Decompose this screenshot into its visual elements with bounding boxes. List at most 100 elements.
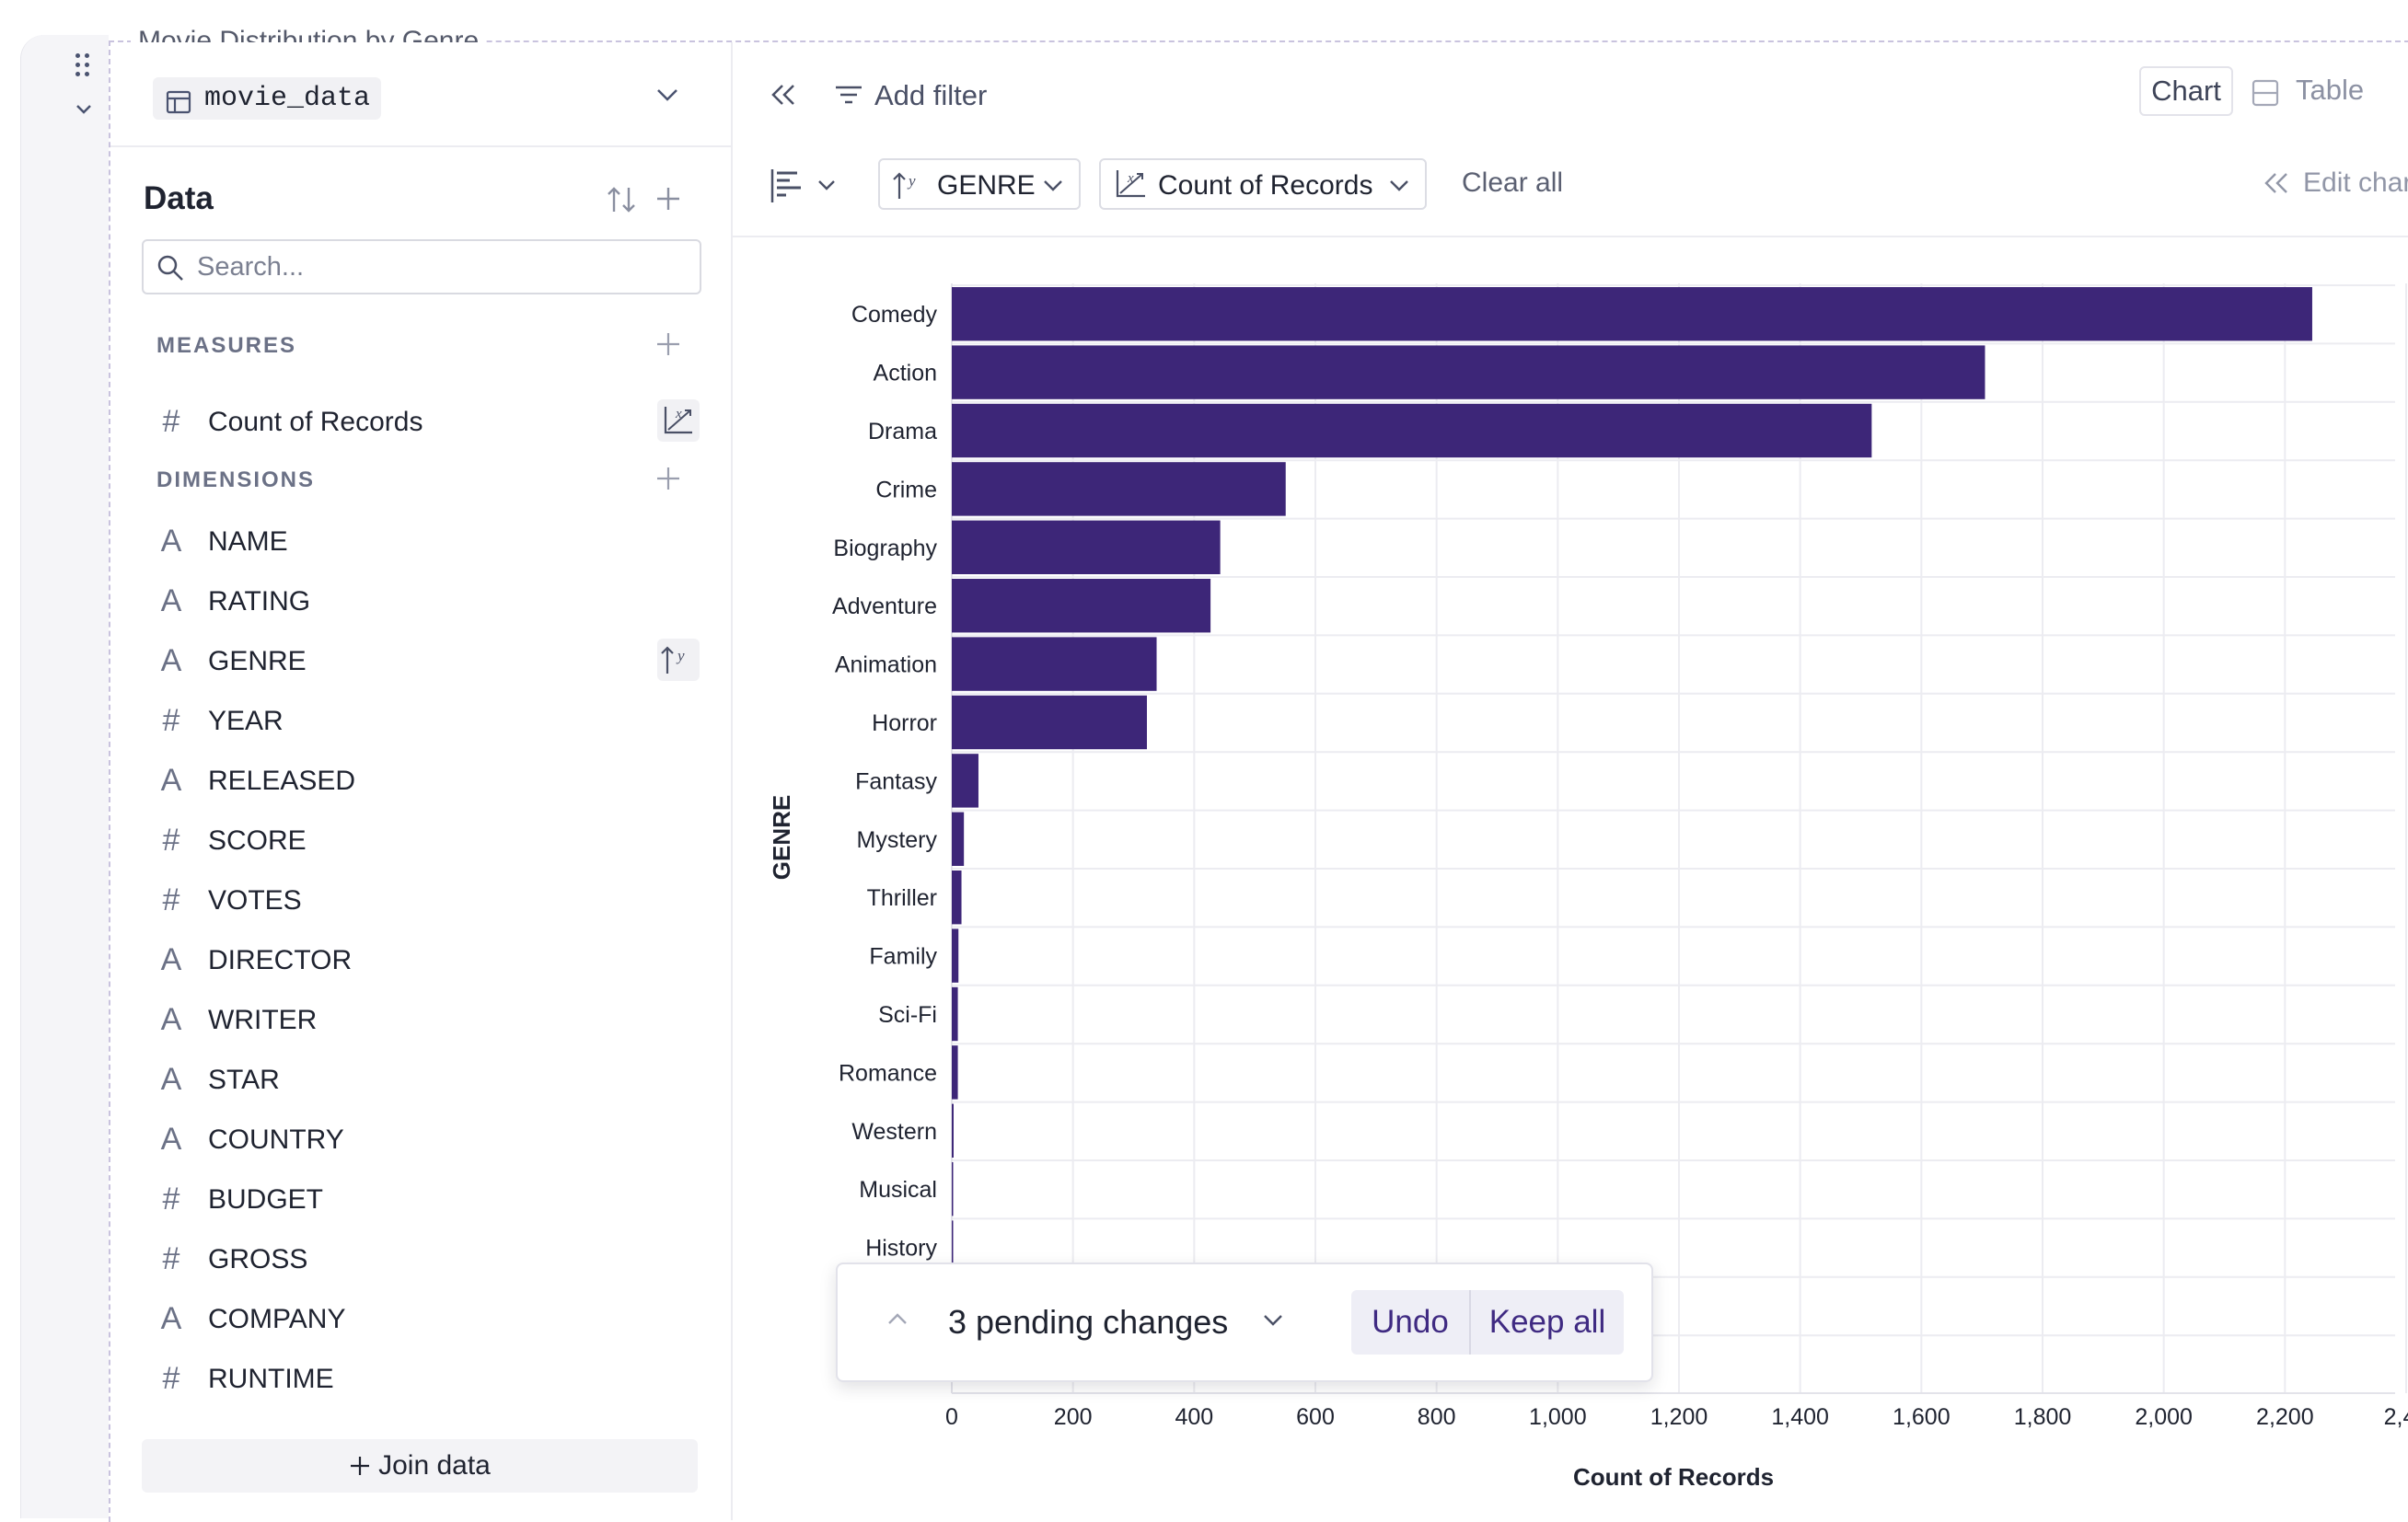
bar[interactable] <box>952 1103 954 1158</box>
category-label: Drama <box>868 419 937 444</box>
category-label: Mystery <box>857 827 938 853</box>
field-writer[interactable]: A WRITER <box>156 994 700 1047</box>
y-axis-pill-label: GENRE <box>937 170 1036 201</box>
field-label: RUNTIME <box>208 1364 334 1394</box>
bar[interactable] <box>952 1220 954 1274</box>
tab-chart[interactable]: Chart <box>2139 66 2233 116</box>
add-dimension-icon[interactable] <box>655 466 681 496</box>
chart-toolbar: Add filter Chart Table y GENRE x Count o… <box>733 42 2408 237</box>
x-tick-label: 0 <box>945 1404 958 1430</box>
x-axis-icon[interactable]: x <box>657 399 700 442</box>
join-data-button[interactable]: Join data <box>142 1439 698 1493</box>
bar[interactable] <box>952 695 1147 750</box>
category-label: Family <box>869 944 937 970</box>
x-axis-pill[interactable]: x Count of Records <box>1099 158 1427 210</box>
add-measure-icon[interactable] <box>655 331 681 362</box>
search-input[interactable] <box>195 248 677 285</box>
chevron-down-icon[interactable] <box>655 86 679 108</box>
sort-icon[interactable] <box>606 184 637 220</box>
field-votes[interactable]: # VOTES <box>156 874 700 928</box>
text-type-icon: A <box>160 1122 182 1157</box>
field-year[interactable]: # YEAR <box>156 695 700 748</box>
chevron-down-icon <box>1044 180 1062 191</box>
bar-chart[interactable]: Comedy Action Drama Crime Biography Adventure… <box>733 237 2408 1520</box>
edit-chart-label: Edit char <box>2303 167 2408 198</box>
field-count-of-records[interactable]: # Count of Records x <box>156 396 700 449</box>
x-tick-label: 1,000 <box>1529 1404 1587 1430</box>
undo-button[interactable]: Undo <box>1351 1290 1471 1355</box>
bar[interactable] <box>952 462 1286 516</box>
add-filter-button[interactable]: Add filter <box>834 79 987 112</box>
category-label: Horror <box>872 710 937 736</box>
bar[interactable] <box>952 1162 954 1216</box>
bar[interactable] <box>952 986 958 1042</box>
edit-chart-button[interactable]: Edit char <box>2263 167 2408 199</box>
tab-table[interactable]: Table <box>2242 66 2380 114</box>
field-label: NAME <box>208 526 288 557</box>
clear-all-button[interactable]: Clear all <box>1462 167 1564 198</box>
text-type-icon: A <box>160 1062 182 1097</box>
source-selector[interactable]: movie_data <box>110 42 731 147</box>
field-rating[interactable]: A RATING <box>156 575 700 628</box>
field-label: COUNTRY <box>208 1124 344 1155</box>
table-view-icon <box>2252 79 2279 107</box>
bar[interactable] <box>952 345 1985 399</box>
plus-icon <box>351 1457 370 1475</box>
text-type-icon: A <box>160 1301 182 1336</box>
add-filter-label: Add filter <box>874 79 988 111</box>
x-tick-label: 400 <box>1175 1404 1213 1430</box>
bar[interactable] <box>952 403 1872 458</box>
bar[interactable] <box>952 928 959 983</box>
double-chevron-left-icon <box>2264 173 2287 193</box>
y-axis-pill[interactable]: y GENRE <box>878 158 1081 210</box>
field-star[interactable]: A STAR <box>156 1054 700 1107</box>
field-gross[interactable]: # GROSS <box>156 1233 700 1286</box>
bar[interactable] <box>952 812 965 866</box>
bar[interactable] <box>952 871 962 925</box>
x-axis-pill-label: Count of Records <box>1158 170 1373 201</box>
category-label: Fantasy <box>855 768 937 794</box>
source-chip[interactable]: movie_data <box>153 77 382 120</box>
field-released[interactable]: A RELEASED <box>156 755 700 808</box>
bar[interactable] <box>952 287 2312 341</box>
svg-text:y: y <box>907 172 916 190</box>
add-field-icon[interactable] <box>655 186 681 216</box>
bar[interactable] <box>952 1045 958 1100</box>
category-label: Biography <box>833 536 937 561</box>
category-label: Animation <box>835 652 937 678</box>
dimensions-header: DIMENSIONS <box>156 467 316 492</box>
bar[interactable] <box>952 754 978 808</box>
field-director[interactable]: A DIRECTOR <box>156 934 700 987</box>
field-name[interactable]: A NAME <box>156 515 700 569</box>
collapse-panel-icon[interactable] <box>770 83 797 111</box>
field-label: DIRECTOR <box>208 945 353 975</box>
x-axis-title: Count of Records <box>1573 1463 1774 1491</box>
svg-text:x: x <box>1127 171 1134 186</box>
field-company[interactable]: A COMPANY <box>156 1293 700 1346</box>
search-box[interactable] <box>142 239 701 294</box>
number-type-icon: # <box>162 1361 180 1396</box>
bar[interactable] <box>952 579 1211 633</box>
chevron-up-icon[interactable] <box>886 1310 909 1332</box>
keep-all-button[interactable]: Keep all <box>1488 1304 1606 1340</box>
field-country[interactable]: A COUNTRY <box>156 1113 700 1167</box>
svg-text:x: x <box>675 407 682 421</box>
category-label: Action <box>874 361 937 386</box>
number-type-icon: # <box>162 882 180 917</box>
number-type-icon: # <box>162 404 180 439</box>
bar-chart-type-icon[interactable] <box>770 167 838 209</box>
text-type-icon: A <box>160 763 182 798</box>
collapse-chevron-icon[interactable] <box>74 99 94 120</box>
field-runtime[interactable]: # RUNTIME <box>156 1353 700 1406</box>
drag-handle-icon[interactable] <box>74 52 94 79</box>
field-budget[interactable]: # BUDGET <box>156 1173 700 1227</box>
bar[interactable] <box>952 637 1157 691</box>
x-tick-label: 800 <box>1418 1404 1456 1430</box>
x-tick-label: 1,400 <box>1771 1404 1829 1430</box>
field-label: RATING <box>208 586 311 617</box>
field-genre[interactable]: A GENRE y <box>156 635 700 688</box>
chevron-down-icon[interactable] <box>1261 1312 1285 1333</box>
bar[interactable] <box>952 520 1221 574</box>
y-axis-icon[interactable]: y <box>657 639 700 681</box>
field-score[interactable]: # SCORE <box>156 814 700 868</box>
